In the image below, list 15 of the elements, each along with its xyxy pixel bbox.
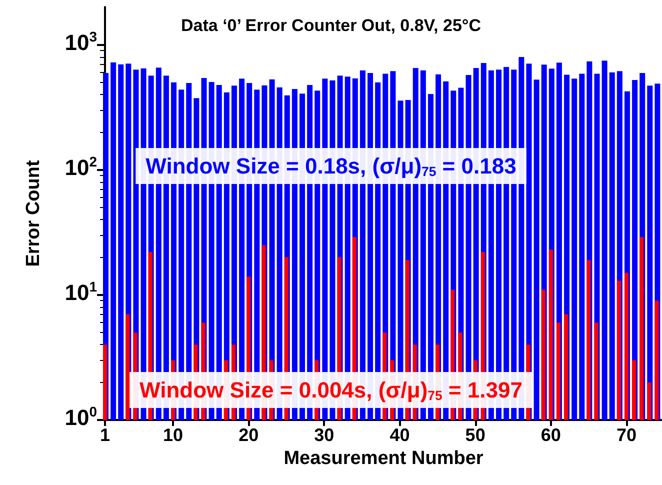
x-tick-label: 40 [390, 425, 410, 445]
x-tick-label: 50 [465, 425, 486, 445]
x-tick-label: 1 [100, 425, 110, 445]
x-tick-label: 30 [314, 425, 334, 445]
y-axis-title: Error Count [23, 160, 44, 267]
y-tick-label: 10$^{3}$ [64, 28, 97, 55]
y-tick-label: 10$^{0}$ [64, 404, 97, 430]
x-axis-title: Measurement Number [284, 448, 484, 469]
x-tick-label: 70 [616, 425, 636, 445]
text: Data ‘0’ Error Counter Out, 0.8V, 25°C [181, 16, 481, 35]
x-tick-label: 60 [540, 425, 561, 445]
x-tick-label: 20 [238, 425, 259, 445]
y-tick-label: 10$^{2}$ [64, 153, 97, 180]
y-tick-label: 10$^{1}$ [64, 278, 97, 305]
x-tick-label: 10 [163, 425, 184, 445]
